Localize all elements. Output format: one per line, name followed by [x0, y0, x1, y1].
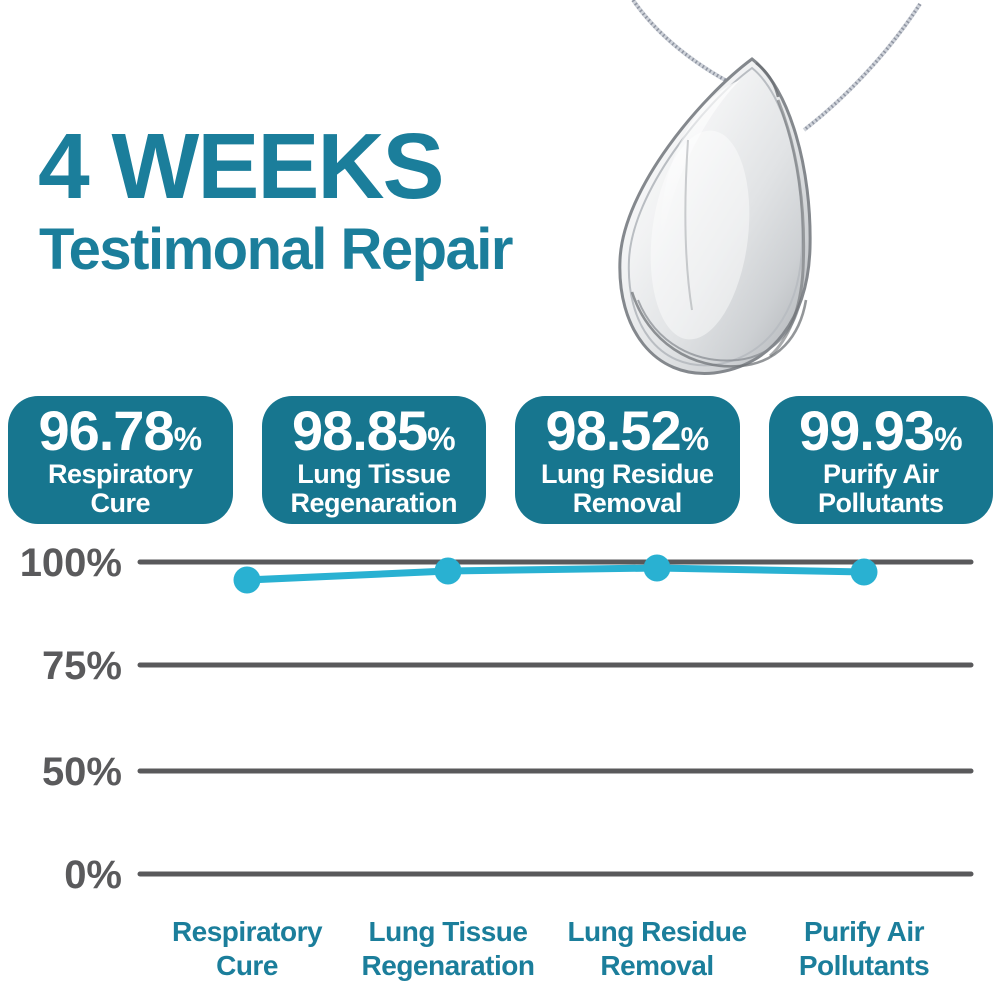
page-title: 4 WEEKS	[38, 114, 445, 218]
stat-label-line2: Cure	[90, 487, 150, 518]
y-tick-label: 50%	[42, 750, 122, 794]
stat-label-line1: Lung Tissue	[297, 459, 451, 489]
stat-unit: %	[934, 421, 963, 457]
x-category-label: Lung Residue Removal	[567, 916, 746, 981]
stat-badge-purify-air-pollutants: 99.93% Purify Air Pollutants	[768, 396, 994, 524]
y-tick-label: 100%	[20, 541, 122, 585]
stat-value-row: 98.85%	[262, 403, 487, 459]
stat-label: Lung Tissue Regenaration	[262, 460, 487, 517]
stat-unit: %	[173, 421, 203, 457]
stat-label-line2: Pollutants	[817, 487, 944, 518]
stat-label-line2: Regenaration	[290, 487, 458, 518]
data-point	[850, 558, 878, 586]
stat-value: 98.85	[291, 399, 428, 462]
stat-value-row: 99.93%	[769, 403, 994, 459]
y-tick-label: 75%	[42, 644, 122, 688]
stat-value: 98.52	[545, 399, 681, 462]
data-point	[434, 557, 462, 585]
x-category-label: Purify Air Pollutants	[799, 916, 929, 981]
stat-badges-row: 96.78% Respiratory Cure 98.85% Lung Tissu…	[8, 396, 993, 524]
stat-value: 99.93	[798, 399, 935, 462]
stat-label-line1: Lung Residue	[540, 459, 714, 489]
stat-label-line1: Respiratory	[47, 459, 193, 489]
stat-label-line2: Removal	[572, 487, 683, 518]
stat-badge-respiratory-cure: 96.78% Respiratory Cure	[8, 396, 233, 524]
stat-label: Respiratory Cure	[8, 460, 233, 517]
header: 4 WEEKS Testimonal Repair	[38, 114, 514, 282]
stat-label: Purify Air Pollutants	[769, 460, 994, 517]
data-line	[243, 564, 868, 584]
stat-badge-lung-tissue-regenaration: 98.85% Lung Tissue Regenaration	[261, 396, 487, 524]
data-point	[233, 566, 261, 594]
data-point	[643, 554, 671, 582]
stat-value: 96.78	[38, 399, 174, 462]
stat-value-row: 96.78%	[8, 403, 233, 459]
stat-badge-lung-residue-removal: 98.52% Lung Residue Removal	[515, 396, 740, 524]
x-category-label: Respiratory Cure	[172, 916, 323, 981]
stat-label: Lung Residue Removal	[515, 460, 740, 517]
pendant-necklace-image	[618, 0, 922, 375]
x-category-label: Lung Tissue Regenaration	[362, 916, 535, 981]
stat-label-line1: Purify Air	[822, 459, 939, 489]
stat-unit: %	[680, 421, 710, 457]
pendant-shape	[618, 57, 812, 375]
page-subtitle: Testimonal Repair	[39, 217, 514, 282]
stat-value-row: 98.52%	[515, 403, 740, 459]
y-tick-label: 0%	[64, 853, 122, 897]
stat-unit: %	[427, 421, 456, 457]
